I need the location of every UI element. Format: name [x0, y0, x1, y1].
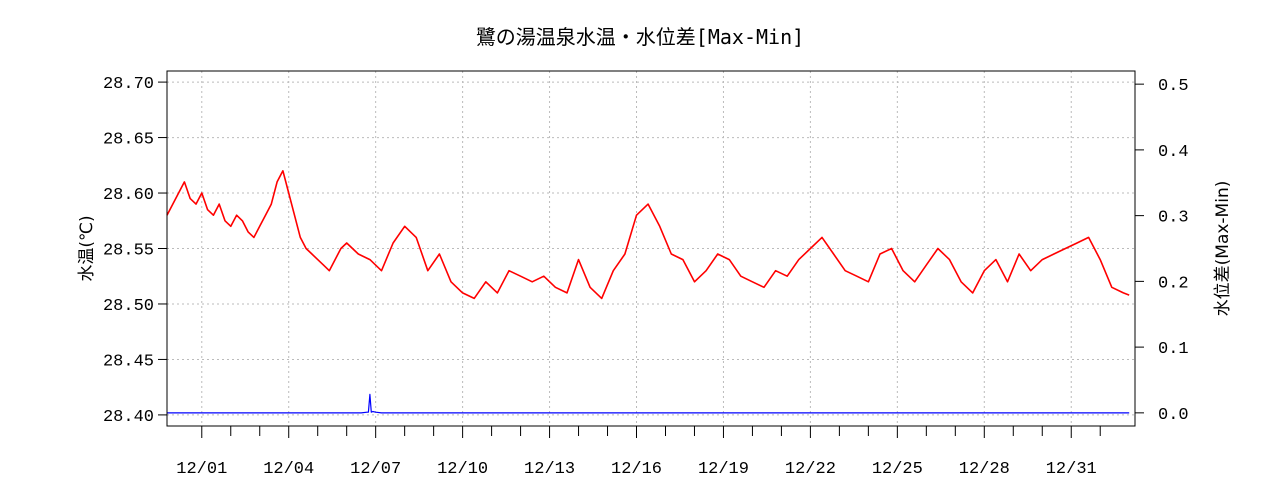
plot-frame — [166, 70, 1136, 427]
x-tick-label: 12/16 — [611, 460, 662, 479]
x-tick-label: 12/01 — [176, 460, 227, 479]
y-left-tick-label: 28.40 — [103, 408, 154, 427]
x-tick-label: 12/25 — [872, 460, 923, 479]
y-left-tick-label: 28.55 — [103, 242, 154, 261]
y-left-tick-label: 28.50 — [103, 297, 154, 316]
y-left-tick-label: 28.60 — [103, 186, 154, 205]
x-axis: 12/01 12/04 12/07 12/10 12/13 12/16 12/19 12/22… — [176, 426, 1101, 479]
y-right-tick-label: 0.1 — [1158, 340, 1189, 359]
y-axis-right-label: 水位差(Max-Min) — [1213, 181, 1233, 317]
y-right-tick-label: 0.0 — [1158, 406, 1189, 425]
x-tick-label: 12/31 — [1046, 460, 1097, 479]
gridlines — [167, 71, 1135, 426]
y-right-tick-label: 0.3 — [1158, 209, 1189, 228]
y-left-tick-label: 28.45 — [103, 352, 154, 371]
y-axis-right: 0.0 0.1 0.2 0.3 0.4 0.5 — [1135, 77, 1189, 425]
y-right-tick-label: 0.2 — [1158, 274, 1189, 293]
chart-title: 鷺の湯温泉水温・水位差[Max-Min] — [476, 25, 804, 49]
x-tick-label: 12/07 — [350, 460, 401, 479]
series-layer — [166, 170, 1130, 414]
y-axis-left: 28.40 28.45 28.50 28.55 28.60 28.65 28.70 — [103, 75, 167, 427]
y-left-tick-label: 28.70 — [103, 75, 154, 94]
y-left-tick-label: 28.65 — [103, 131, 154, 150]
y-right-tick-label: 0.5 — [1158, 77, 1189, 96]
y-right-tick-label: 0.4 — [1158, 143, 1189, 162]
x-tick-label: 12/28 — [959, 460, 1010, 479]
x-tick-label: 12/13 — [524, 460, 575, 479]
y-axis-left-label: 水温(℃) — [77, 215, 97, 281]
water-temperature-line — [166, 170, 1130, 300]
x-tick-label: 12/04 — [263, 460, 314, 479]
water-level-line — [167, 393, 1130, 414]
x-tick-label: 12/10 — [437, 460, 488, 479]
x-tick-label: 12/19 — [698, 460, 749, 479]
x-tick-label: 12/22 — [785, 460, 836, 479]
